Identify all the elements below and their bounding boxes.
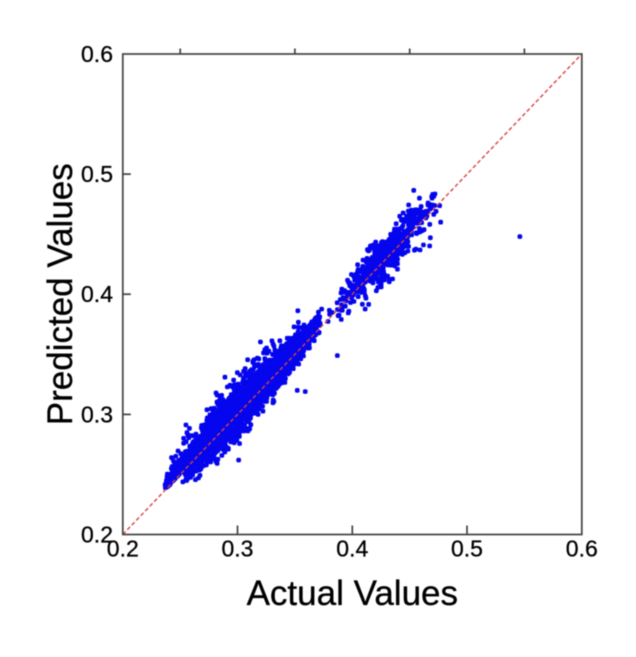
svg-text:0.5: 0.5 (81, 161, 113, 187)
svg-text:0.6: 0.6 (81, 41, 113, 67)
svg-text:0.2: 0.2 (107, 536, 139, 562)
svg-text:0.4: 0.4 (81, 281, 113, 307)
svg-text:0.3: 0.3 (222, 536, 254, 562)
svg-text:0.3: 0.3 (81, 401, 113, 427)
svg-text:0.4: 0.4 (336, 536, 368, 562)
svg-text:0.2: 0.2 (81, 522, 113, 548)
svg-text:Predicted Values: Predicted Values (41, 163, 80, 425)
svg-text:0.6: 0.6 (566, 536, 598, 562)
svg-text:0.5: 0.5 (451, 536, 483, 562)
svg-text:Actual Values: Actual Values (247, 574, 458, 613)
